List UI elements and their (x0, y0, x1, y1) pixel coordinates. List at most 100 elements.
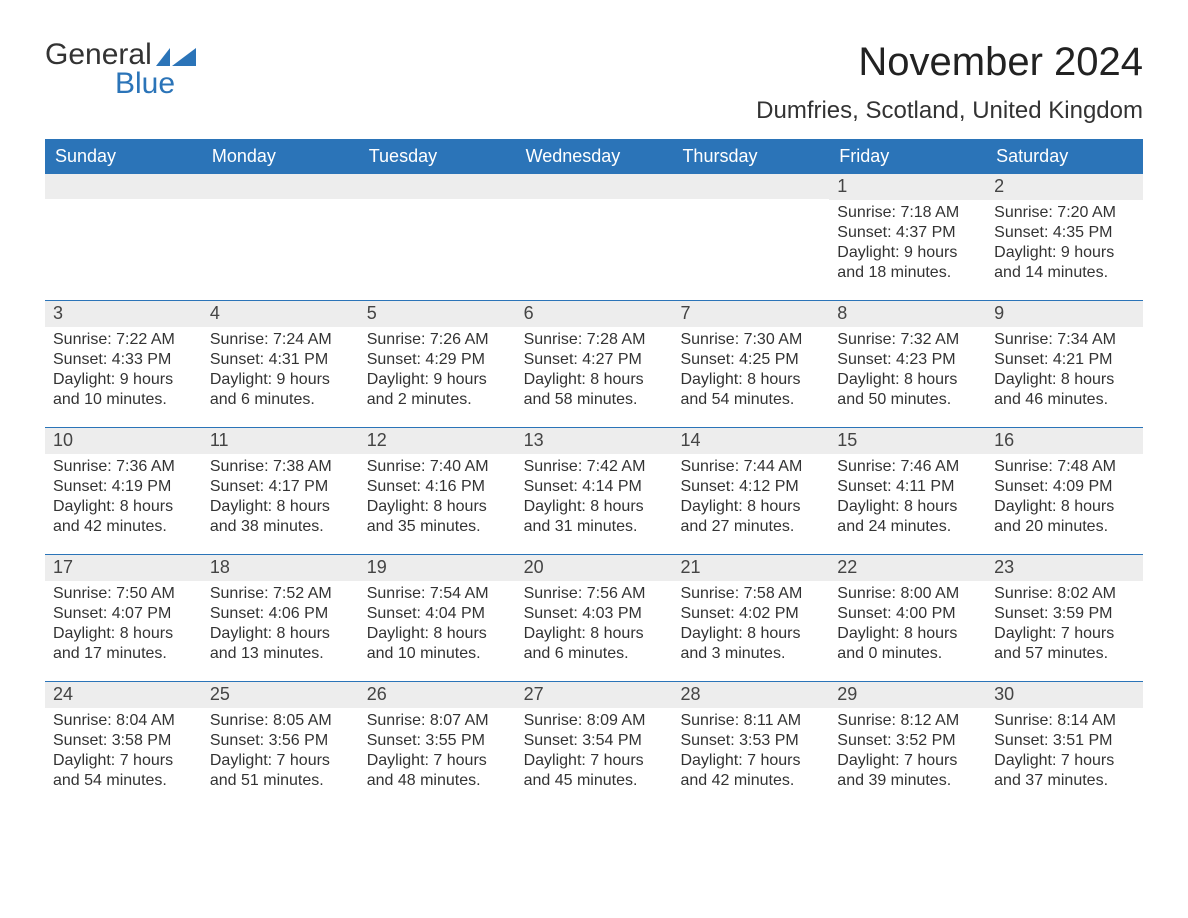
dow-saturday: Saturday (986, 139, 1143, 174)
calendar-grid: Sunday Monday Tuesday Wednesday Thursday… (45, 139, 1143, 808)
day-number-empty (359, 174, 516, 199)
daylight-line-2: and 13 minutes. (210, 644, 351, 664)
sunrise-line: Sunrise: 7:30 AM (680, 330, 821, 350)
sunrise-line: Sunrise: 7:56 AM (524, 584, 665, 604)
sunrise-line: Sunrise: 7:24 AM (210, 330, 351, 350)
daylight-line-1: Daylight: 8 hours (680, 370, 821, 390)
day-number-empty (202, 174, 359, 199)
daylight-line-2: and 51 minutes. (210, 771, 351, 791)
sunrise-line: Sunrise: 8:14 AM (994, 711, 1135, 731)
day-number: 7 (672, 301, 829, 327)
sunset-line: Sunset: 4:03 PM (524, 604, 665, 624)
daylight-line-2: and 42 minutes. (680, 771, 821, 791)
day-cell: 21Sunrise: 7:58 AMSunset: 4:02 PMDayligh… (672, 555, 829, 681)
daylight-line-1: Daylight: 8 hours (210, 497, 351, 517)
sunrise-line: Sunrise: 8:12 AM (837, 711, 978, 731)
day-cell: 12Sunrise: 7:40 AMSunset: 4:16 PMDayligh… (359, 428, 516, 554)
daylight-line-2: and 6 minutes. (524, 644, 665, 664)
day-body: Sunrise: 7:58 AMSunset: 4:02 PMDaylight:… (672, 581, 829, 670)
daylight-line-2: and 39 minutes. (837, 771, 978, 791)
day-number: 12 (359, 428, 516, 454)
day-number: 3 (45, 301, 202, 327)
daylight-line-1: Daylight: 7 hours (367, 751, 508, 771)
day-cell: 9Sunrise: 7:34 AMSunset: 4:21 PMDaylight… (986, 301, 1143, 427)
day-cell (359, 174, 516, 300)
day-body: Sunrise: 7:44 AMSunset: 4:12 PMDaylight:… (672, 454, 829, 543)
day-cell: 7Sunrise: 7:30 AMSunset: 4:25 PMDaylight… (672, 301, 829, 427)
day-number: 2 (986, 174, 1143, 200)
weeks-container: 1Sunrise: 7:18 AMSunset: 4:37 PMDaylight… (45, 174, 1143, 808)
day-cell: 16Sunrise: 7:48 AMSunset: 4:09 PMDayligh… (986, 428, 1143, 554)
daylight-line-2: and 18 minutes. (837, 263, 978, 283)
sunset-line: Sunset: 4:29 PM (367, 350, 508, 370)
day-number: 14 (672, 428, 829, 454)
day-body: Sunrise: 8:14 AMSunset: 3:51 PMDaylight:… (986, 708, 1143, 797)
daylight-line-2: and 50 minutes. (837, 390, 978, 410)
dow-wednesday: Wednesday (516, 139, 673, 174)
sunrise-line: Sunrise: 7:38 AM (210, 457, 351, 477)
page-subtitle: Dumfries, Scotland, United Kingdom (756, 97, 1143, 125)
day-number: 27 (516, 682, 673, 708)
day-cell (45, 174, 202, 300)
daylight-line-2: and 27 minutes. (680, 517, 821, 537)
day-cell: 27Sunrise: 8:09 AMSunset: 3:54 PMDayligh… (516, 682, 673, 808)
daylight-line-1: Daylight: 9 hours (210, 370, 351, 390)
sunrise-line: Sunrise: 7:22 AM (53, 330, 194, 350)
day-cell (202, 174, 359, 300)
sunrise-line: Sunrise: 8:05 AM (210, 711, 351, 731)
sunrise-line: Sunrise: 8:04 AM (53, 711, 194, 731)
day-body: Sunrise: 8:11 AMSunset: 3:53 PMDaylight:… (672, 708, 829, 797)
daylight-line-1: Daylight: 7 hours (994, 624, 1135, 644)
day-cell: 18Sunrise: 7:52 AMSunset: 4:06 PMDayligh… (202, 555, 359, 681)
day-number: 1 (829, 174, 986, 200)
daylight-line-2: and 0 minutes. (837, 644, 978, 664)
daylight-line-1: Daylight: 8 hours (837, 624, 978, 644)
week-row: 3 Sunrise: 7:22 AMSunset: 4:33 PM Daylight… (45, 300, 1143, 427)
day-cell: 5Sunrise: 7:26 AMSunset: 4:29 PMDaylight… (359, 301, 516, 427)
day-number: 13 (516, 428, 673, 454)
daylight-line-2: and 20 minutes. (994, 517, 1135, 537)
daylight-line-1: Daylight: 9 hours (837, 243, 978, 263)
sunset-line: Sunset: 4:31 PM (210, 350, 351, 370)
sunrise-line: Sunrise: 7:44 AM (680, 457, 821, 477)
day-cell: 19Sunrise: 7:54 AMSunset: 4:04 PMDayligh… (359, 555, 516, 681)
day-cell (516, 174, 673, 300)
day-cell: 15Sunrise: 7:46 AMSunset: 4:11 PMDayligh… (829, 428, 986, 554)
sunset-line: Sunset: 3:51 PM (994, 731, 1135, 751)
day-cell: 13Sunrise: 7:42 AMSunset: 4:14 PMDayligh… (516, 428, 673, 554)
day-body: Sunrise: 7:48 AMSunset: 4:09 PMDaylight:… (986, 454, 1143, 543)
sunset-line: Sunset: 4:23 PM (837, 350, 978, 370)
week-row: 10Sunrise: 7:36 AMSunset: 4:19 PMDayligh… (45, 427, 1143, 554)
day-body: Sunrise: 8:02 AMSunset: 3:59 PMDaylight:… (986, 581, 1143, 670)
day-cell: 10Sunrise: 7:36 AMSunset: 4:19 PMDayligh… (45, 428, 202, 554)
sunset-line: Sunset: 4:06 PM (210, 604, 351, 624)
sunrise-line: Sunrise: 7:42 AM (524, 457, 665, 477)
day-cell: 14Sunrise: 7:44 AMSunset: 4:12 PMDayligh… (672, 428, 829, 554)
sunset-line: Sunset: 4:19 PM (53, 477, 194, 497)
dow-monday: Monday (202, 139, 359, 174)
sunset-line: Sunset: 4:07 PM (53, 604, 194, 624)
sunset-line: Sunset: 4:16 PM (367, 477, 508, 497)
day-body: Sunrise: 7:50 AMSunset: 4:07 PMDaylight:… (45, 581, 202, 670)
day-cell: 2Sunrise: 7:20 AMSunset: 4:35 PMDaylight… (986, 174, 1143, 300)
daylight-line-1: Daylight: 7 hours (524, 751, 665, 771)
daylight-line-1: Daylight: 9 hours (994, 243, 1135, 263)
sunrise-line: Sunrise: 7:50 AM (53, 584, 194, 604)
daylight-line-1: Daylight: 8 hours (367, 624, 508, 644)
sunrise-line: Sunrise: 7:34 AM (994, 330, 1135, 350)
day-cell: 22Sunrise: 8:00 AMSunset: 4:00 PMDayligh… (829, 555, 986, 681)
daylight-line-1: Daylight: 8 hours (524, 370, 665, 390)
day-number: 11 (202, 428, 359, 454)
day-cell: 23Sunrise: 8:02 AMSunset: 3:59 PMDayligh… (986, 555, 1143, 681)
sunrise-line: Sunrise: 8:09 AM (524, 711, 665, 731)
sunset-line: Sunset: 4:33 PM (53, 350, 194, 370)
day-number-empty (672, 174, 829, 199)
day-body: Sunrise: 8:04 AMSunset: 3:58 PMDaylight:… (45, 708, 202, 797)
day-number: 10 (45, 428, 202, 454)
logo-block: General Blue (45, 40, 198, 101)
sunset-line: Sunset: 3:56 PM (210, 731, 351, 751)
sunset-line: Sunset: 4:02 PM (680, 604, 821, 624)
day-cell: 11Sunrise: 7:38 AMSunset: 4:17 PMDayligh… (202, 428, 359, 554)
day-body: Sunrise: 7:36 AMSunset: 4:19 PMDaylight:… (45, 454, 202, 543)
day-number: 20 (516, 555, 673, 581)
